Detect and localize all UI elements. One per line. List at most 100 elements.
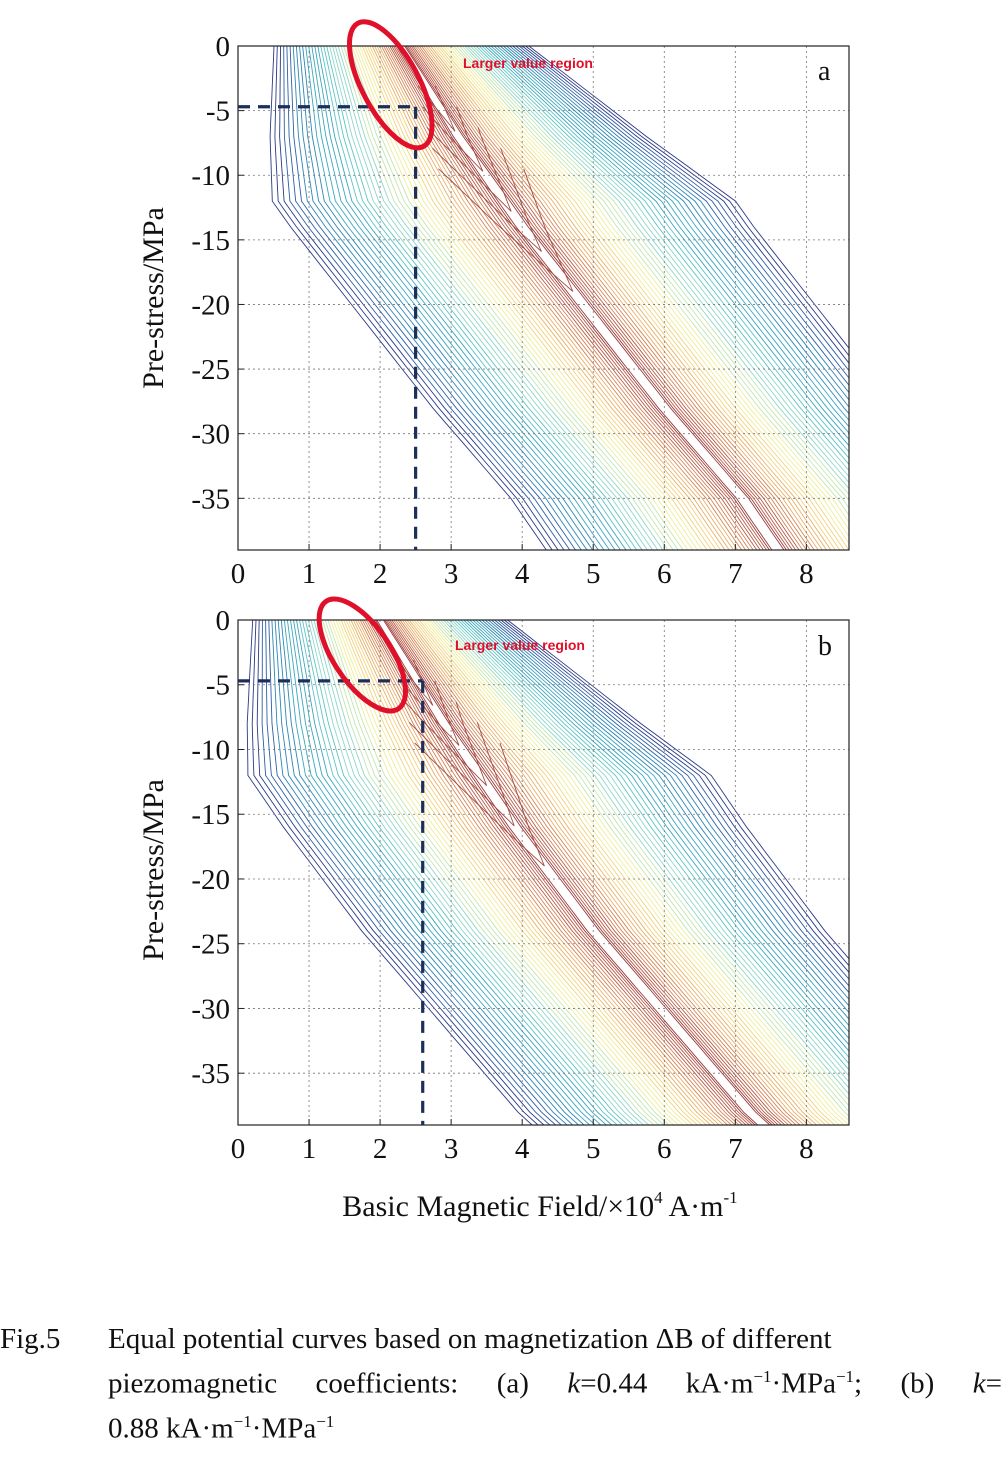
y-tick-label: -20 [191, 289, 230, 321]
contour-line [352, 620, 716, 1125]
contour-line [389, 46, 758, 550]
contour-line [503, 46, 849, 408]
x-tick-label: 3 [444, 558, 459, 590]
x-tick-label: 6 [657, 558, 672, 590]
contour-line [507, 620, 849, 960]
contour-line [461, 46, 849, 496]
contour-line [348, 46, 684, 550]
contour-line [399, 620, 801, 1125]
contour-line [472, 620, 849, 1033]
peak-contour [408, 721, 515, 827]
contour-line [440, 620, 849, 1101]
contour-line [299, 46, 594, 550]
caption-body: Equal potential curves based on magnetiz… [108, 1321, 1002, 1447]
contour-line [251, 620, 539, 1125]
contour-line [308, 46, 610, 550]
caption-line-2: piezomagnetic coefficients: (a) k=0.44 k… [108, 1358, 1002, 1403]
contour-line [359, 46, 703, 550]
contour-line [378, 46, 738, 550]
annotation-a: Larger value region [463, 55, 593, 71]
contour-line [397, 620, 797, 1125]
contour-line [269, 46, 547, 550]
contour-line [472, 46, 849, 472]
y-tick-label: -15 [191, 225, 230, 257]
contour-line [279, 46, 559, 550]
contour-line [271, 620, 568, 1125]
contour-line [455, 46, 849, 509]
contour-line [389, 620, 782, 1125]
contour-panel-a: Larger value region a 0 1 2 3 4 5 6 7 8 0 -5 -10 -15… [137, 19, 850, 590]
contour-line [366, 46, 717, 550]
x-tick-label: 3 [444, 1133, 459, 1165]
contour-line [443, 620, 849, 1095]
contour-line [304, 620, 629, 1125]
y-tick-label: -5 [206, 96, 230, 128]
panel-label-b: b [818, 631, 832, 662]
contour-line [408, 620, 818, 1125]
figure-caption: Fig.5 Equal potential curves based on ma… [0, 1321, 1002, 1461]
contour-line [305, 46, 605, 550]
peak-contour [438, 168, 574, 292]
contour-line [330, 620, 675, 1125]
contour-line [506, 46, 849, 401]
contour-line [448, 620, 849, 1083]
contour-line [393, 620, 789, 1125]
annotation-b: Larger value region [455, 637, 585, 653]
contour-line [432, 46, 836, 550]
contour-line [289, 46, 576, 550]
peak-contour [432, 147, 542, 252]
contour-line [445, 46, 849, 538]
contour-line [413, 620, 826, 1125]
contour-line [348, 620, 707, 1125]
y-tick-label: -35 [191, 1058, 230, 1090]
contour-line [407, 46, 790, 550]
contour-line [497, 620, 849, 980]
contour-line [383, 46, 746, 550]
contour-line [484, 46, 849, 447]
contour-line [469, 620, 849, 1040]
contour-line [503, 620, 849, 967]
contour-line [301, 620, 623, 1125]
contour-line [451, 620, 849, 1077]
peak-contour [426, 127, 512, 212]
contour-line [447, 46, 849, 531]
caption-l2-sup1: −1 [753, 1367, 772, 1386]
contour-line [361, 620, 732, 1125]
contour-line [320, 46, 632, 550]
contour-line [268, 620, 562, 1125]
contour-line [337, 46, 664, 550]
highlight-ellipse [346, 19, 435, 151]
caption-l2-a: piezomagnetic coefficients: (a) [108, 1367, 568, 1400]
contour-line [265, 620, 556, 1125]
x-axis-label: Basic Magnetic Field/×104 A·m-1 [342, 1188, 737, 1223]
contour-line [290, 620, 602, 1125]
contour-line [450, 46, 849, 524]
contour-line [426, 620, 849, 1125]
x-tick-label: 4 [515, 558, 530, 590]
contour-line [481, 46, 849, 453]
contour-line [466, 620, 849, 1046]
contour-line [381, 46, 743, 550]
y-tick-label: -25 [191, 354, 230, 386]
x-tick-label: 1 [302, 558, 317, 590]
contour-line [481, 620, 849, 1014]
reference-dashed-lines-b [238, 679, 425, 1125]
contour-line [409, 46, 793, 550]
x-tick-label: 6 [657, 1133, 672, 1165]
peak-contour [404, 701, 488, 787]
x-tick-label: 8 [799, 1133, 814, 1165]
contour-line [368, 620, 743, 1125]
contour-line [369, 620, 747, 1125]
contour-line [307, 620, 634, 1125]
contour-line [421, 46, 815, 550]
peak-contour [422, 106, 484, 172]
contour-line [512, 46, 849, 387]
contour-line [256, 620, 545, 1125]
contour-line [434, 620, 849, 1113]
contour-line [518, 46, 849, 372]
contour-line [458, 46, 849, 502]
contour-line [490, 46, 849, 434]
contour-line [364, 620, 736, 1125]
x-tick-label: 0 [231, 558, 246, 590]
